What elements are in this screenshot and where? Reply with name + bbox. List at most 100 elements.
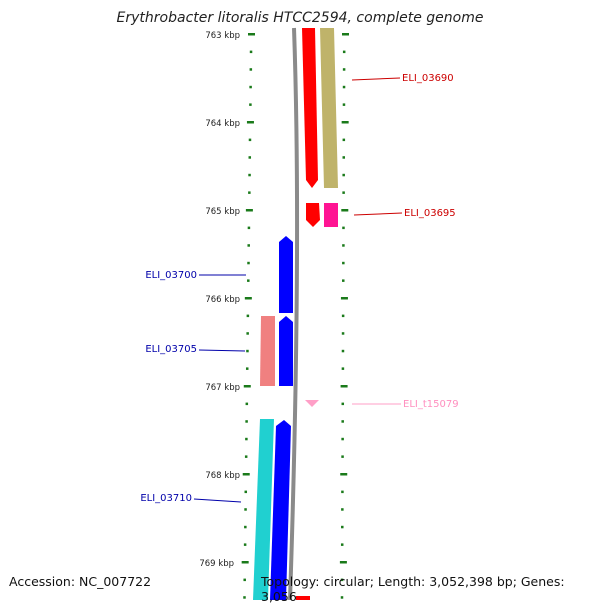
label-eli-03690[interactable]: ELI_03690 [402, 73, 454, 84]
ruler-minor-tick [247, 244, 250, 247]
ruler-minor-tick [341, 490, 344, 494]
label-eli-03705[interactable]: ELI_03705 [145, 344, 197, 355]
ruler-major-tick [339, 561, 347, 564]
tick-label-763: 763 kbp [205, 31, 240, 41]
ruler-minor-tick [341, 508, 344, 511]
ruler-minor-tick [249, 103, 252, 106]
label-eli-03695[interactable]: ELI_03695 [404, 208, 456, 219]
leader-eli-03695 [353, 212, 403, 216]
ruler-minor-tick [341, 314, 345, 318]
leader-eli-03705 [198, 349, 246, 352]
gene-olive[interactable] [320, 28, 338, 188]
ruler-minor-tick [243, 543, 247, 546]
tick-label-766: 766 kbp [205, 295, 240, 305]
ruler-minor-tick [243, 596, 246, 599]
ruler-minor-tick [247, 261, 250, 265]
ruler-major-tick [342, 33, 349, 36]
ruler-minor-tick [248, 191, 251, 194]
ruler-major-tick [340, 473, 348, 476]
ruler-major-tick [241, 561, 249, 564]
ruler-major-tick [242, 473, 250, 476]
ruler-minor-tick [245, 437, 248, 441]
ruler-minor-tick [246, 332, 249, 335]
gene-eli-03710[interactable] [253, 419, 274, 600]
ruler-minor-tick [341, 402, 345, 406]
ruler-major-tick [243, 385, 251, 388]
ruler-major-tick [245, 209, 253, 212]
ruler-minor-tick [341, 420, 344, 423]
gene-eli-03700[interactable] [279, 236, 293, 313]
ruler-minor-tick [342, 279, 345, 282]
gene-eli-03705[interactable] [279, 316, 293, 386]
ruler-minor-tick [340, 578, 344, 582]
ruler-minor-tick [342, 244, 345, 247]
gene-red-long[interactable] [302, 28, 318, 188]
ruler-minor-tick [249, 85, 252, 89]
label-eli-t15079[interactable]: ELI_t15079 [403, 399, 459, 410]
ruler-minor-tick [247, 279, 250, 282]
gene-red-bottom[interactable] [296, 596, 310, 600]
ruler-minor-tick [342, 191, 345, 194]
ruler-minor-tick [341, 332, 345, 335]
ruler-minor-tick [244, 525, 247, 529]
ruler-minor-tick [243, 578, 246, 582]
leader-eli-03710 [193, 498, 242, 503]
gene-eli-t15079[interactable] [305, 400, 319, 407]
gene-magenta[interactable] [324, 203, 338, 227]
ruler-minor-tick [341, 455, 344, 458]
gene-salmon[interactable] [260, 316, 275, 386]
ruler-minor-tick [340, 596, 344, 599]
tick-label-764: 764 kbp [205, 119, 240, 129]
ruler-minor-tick [245, 420, 248, 423]
ruler-minor-tick [341, 349, 345, 353]
ruler-minor-tick [249, 50, 253, 54]
ruler-minor-tick [341, 525, 344, 529]
ruler-major-tick [244, 297, 252, 300]
tick-label-767: 767 kbp [205, 383, 240, 393]
tick-label-765: 765 kbp [205, 207, 240, 217]
ruler-minor-tick [342, 173, 345, 177]
ruler-minor-tick [342, 68, 346, 71]
gene-eli-03695[interactable] [306, 203, 320, 227]
tick-label-768: 768 kbp [205, 471, 240, 481]
ruler-minor-tick [342, 50, 346, 54]
ruler-minor-tick [245, 367, 249, 370]
ruler-major-tick [341, 121, 349, 124]
right-ruler [339, 33, 349, 599]
ruler-minor-tick [341, 437, 344, 441]
left-ruler [241, 33, 255, 599]
ruler-minor-tick [247, 226, 251, 230]
ruler-minor-tick [248, 156, 252, 159]
ruler-major-tick [340, 385, 348, 388]
ruler-minor-tick [248, 173, 251, 177]
ruler-major-tick [246, 121, 254, 124]
ruler-minor-tick [244, 455, 248, 458]
ruler-minor-tick [342, 226, 345, 230]
ruler-minor-tick [342, 261, 345, 265]
ruler-minor-tick [342, 85, 346, 89]
ruler-major-tick [248, 33, 255, 36]
ruler-major-tick [340, 297, 348, 300]
ruler-minor-tick [342, 156, 346, 159]
ruler-minor-tick [246, 349, 249, 353]
ruler-minor-tick [341, 367, 345, 370]
leader-eli-03690 [351, 77, 401, 81]
map-title: Erythrobacter litoralis HTCC2594, comple… [116, 10, 484, 26]
ruler-minor-tick [246, 314, 250, 318]
gene-blue-long[interactable] [270, 420, 291, 600]
accession-text: Accession: NC_007722 [9, 574, 152, 589]
genome-backbone [288, 27, 299, 600]
label-eli-03710[interactable]: ELI_03710 [140, 493, 192, 504]
ruler-minor-tick [342, 138, 346, 142]
ruler-minor-tick [244, 508, 247, 511]
ruler-minor-tick [340, 543, 344, 546]
ruler-minor-tick [244, 490, 248, 494]
ruler-major-tick [341, 209, 349, 212]
label-eli-03700[interactable]: ELI_03700 [145, 270, 197, 281]
ruler-minor-tick [248, 138, 252, 142]
ruler-minor-tick [245, 402, 249, 406]
ruler-minor-tick [249, 68, 253, 71]
ruler-minor-tick [342, 103, 346, 106]
tick-label-769: 769 kbp [199, 559, 234, 569]
